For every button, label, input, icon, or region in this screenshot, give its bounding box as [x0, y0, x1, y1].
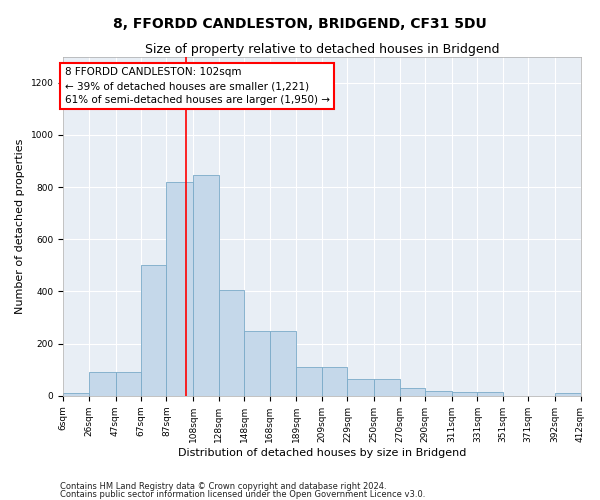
Text: 8, FFORDD CANDLESTON, BRIDGEND, CF31 5DU: 8, FFORDD CANDLESTON, BRIDGEND, CF31 5DU [113, 18, 487, 32]
Bar [347, 379, 374, 396]
Bar [478, 392, 503, 396]
Text: 8 FFORDD CANDLESTON: 102sqm
← 39% of detached houses are smaller (1,221)
61% of : 8 FFORDD CANDLESTON: 102sqm ← 39% of det… [65, 67, 329, 105]
Bar [269, 330, 296, 396]
Bar [141, 266, 166, 396]
Bar [296, 367, 322, 396]
Bar [166, 182, 193, 396]
Bar [322, 367, 347, 396]
Bar [244, 330, 269, 396]
Bar [425, 390, 452, 396]
Text: Contains public sector information licensed under the Open Government Licence v3: Contains public sector information licen… [60, 490, 425, 499]
Bar [555, 393, 581, 396]
Bar [218, 290, 244, 396]
Bar [452, 392, 478, 396]
Title: Size of property relative to detached houses in Bridgend: Size of property relative to detached ho… [145, 42, 499, 56]
X-axis label: Distribution of detached houses by size in Bridgend: Distribution of detached houses by size … [178, 448, 466, 458]
Y-axis label: Number of detached properties: Number of detached properties [15, 138, 25, 314]
Bar [116, 372, 141, 396]
Bar [89, 372, 116, 396]
Bar [374, 379, 400, 396]
Text: Contains HM Land Registry data © Crown copyright and database right 2024.: Contains HM Land Registry data © Crown c… [60, 482, 386, 491]
Bar [193, 176, 218, 396]
Bar [63, 393, 89, 396]
Bar [400, 388, 425, 396]
